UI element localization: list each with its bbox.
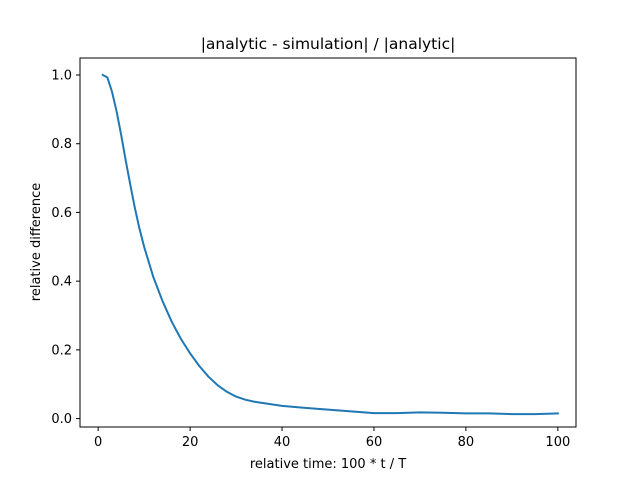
y-axis-label: relative difference [29,183,44,301]
y-tick-label: 0.6 [51,206,72,221]
x-tick-label: 100 [545,435,570,450]
series-line-0 [101,73,559,416]
x-axis-ticks: 0 20 40 60 80 100 [94,427,570,450]
x-tick-label: 0 [94,435,102,450]
chart-title: |analytic - simulation| / |analytic| [201,35,456,53]
y-tick-label: 1.0 [51,69,72,84]
y-tick-label: 0.8 [51,137,72,152]
x-tick-label: 60 [366,435,383,450]
y-tick-label: 0.0 [51,412,72,427]
x-axis-label: relative time: 100 * t / T [250,457,406,472]
x-tick-label: 20 [182,435,199,450]
y-tick-label: 0.2 [51,343,72,358]
y-tick-label: 0.4 [51,275,72,290]
y-axis-ticks: 0.0 0.2 0.4 0.6 0.8 1.0 [51,69,80,427]
series-layer [101,73,559,416]
plot-area-frame [79,57,577,428]
x-tick-label: 80 [458,435,475,450]
x-tick-label: 40 [274,435,291,450]
